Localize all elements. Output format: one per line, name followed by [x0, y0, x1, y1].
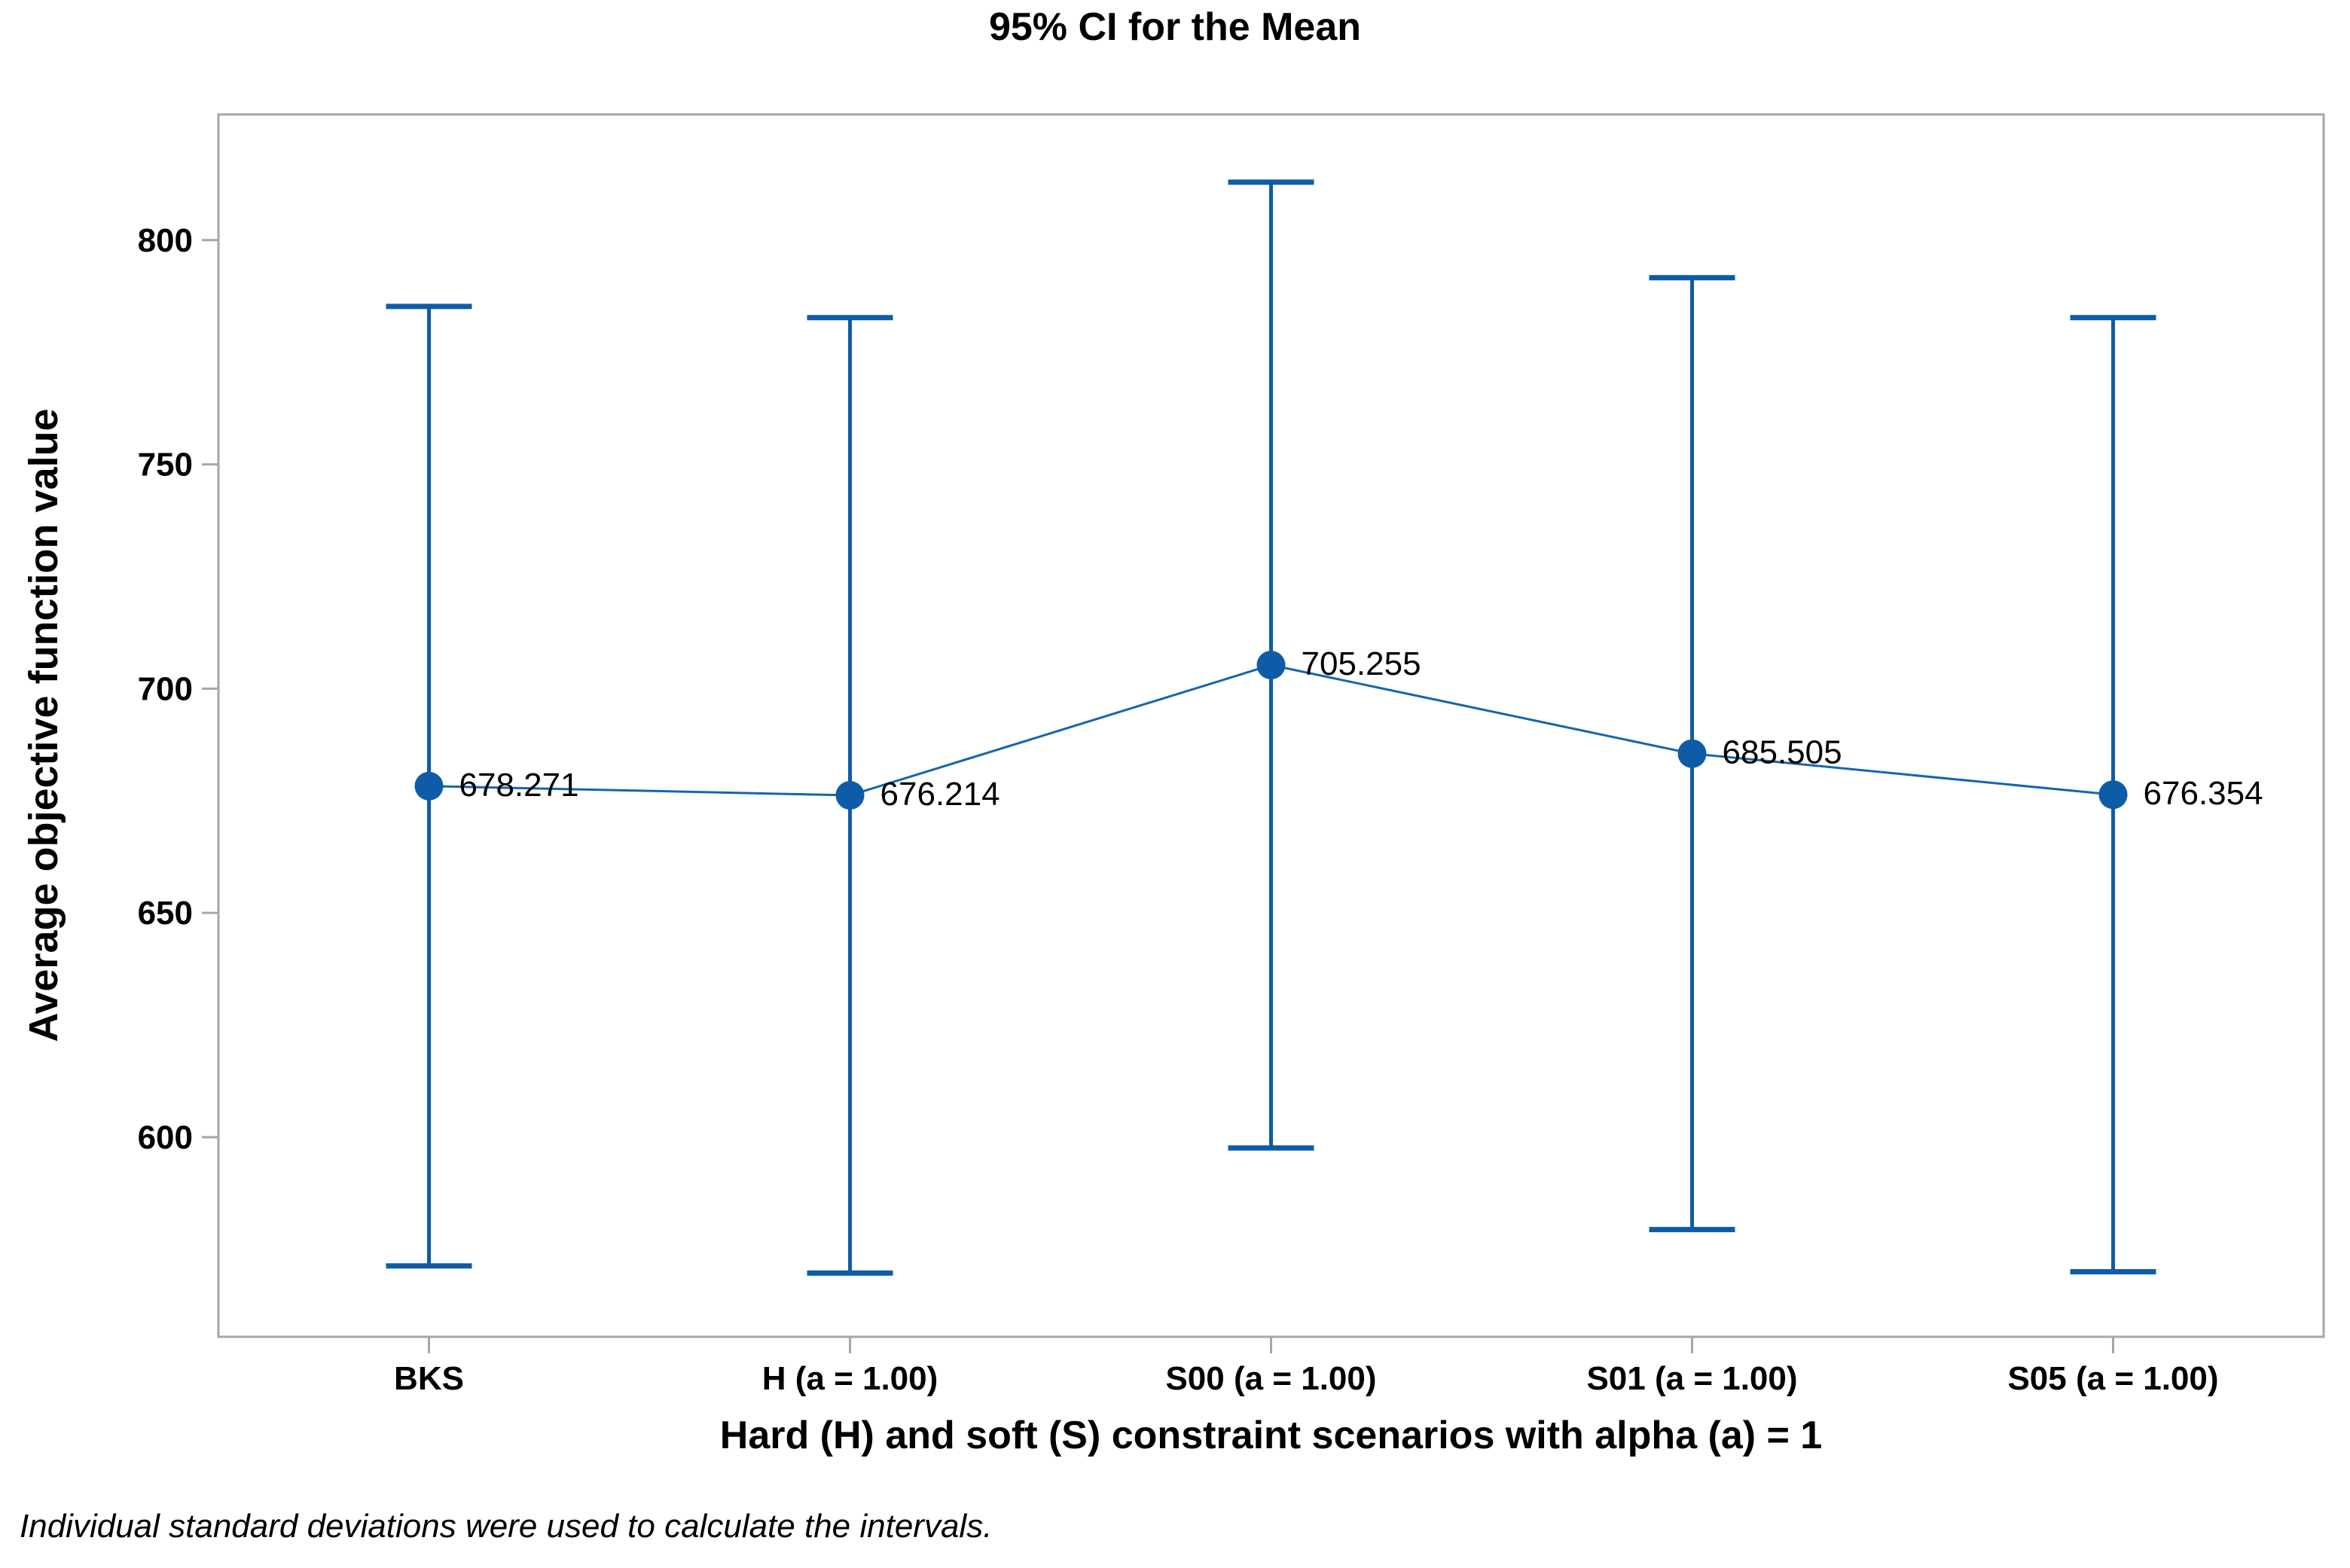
footnote: Individual standard deviations were used…	[20, 1508, 993, 1545]
y-tick-label: 600	[138, 1119, 193, 1156]
chart-title: 95% CI for the Mean	[988, 5, 1362, 49]
x-tick-label: BKS	[394, 1360, 464, 1397]
mean-value-label: 685.505	[1723, 734, 1842, 771]
mean-value-label: 705.255	[1302, 645, 1421, 682]
x-tick-label: S01 (a = 1.00)	[1586, 1360, 1797, 1397]
mean-value-label: 676.354	[2144, 775, 2263, 812]
y-tick-label: 800	[138, 222, 193, 259]
mean-marker[interactable]	[1677, 739, 1707, 768]
y-tick-label: 650	[138, 895, 193, 932]
x-tick-label: S05 (a = 1.00)	[2007, 1360, 2218, 1397]
mean-marker[interactable]	[414, 771, 444, 801]
y-tick-label: 700	[138, 670, 193, 707]
mean-marker[interactable]	[1256, 651, 1286, 680]
y-tick-label: 750	[138, 447, 193, 484]
mean-marker[interactable]	[2098, 780, 2128, 810]
mean-value-label: 678.271	[459, 767, 579, 804]
mean-value-label: 676.214	[880, 776, 1000, 813]
x-tick-label: H (a = 1.00)	[762, 1360, 938, 1397]
x-axis-title: Hard (H) and soft (S) constraint scenari…	[719, 1414, 1823, 1457]
mean-marker[interactable]	[835, 781, 865, 810]
x-tick-label: S00 (a = 1.00)	[1165, 1360, 1376, 1397]
